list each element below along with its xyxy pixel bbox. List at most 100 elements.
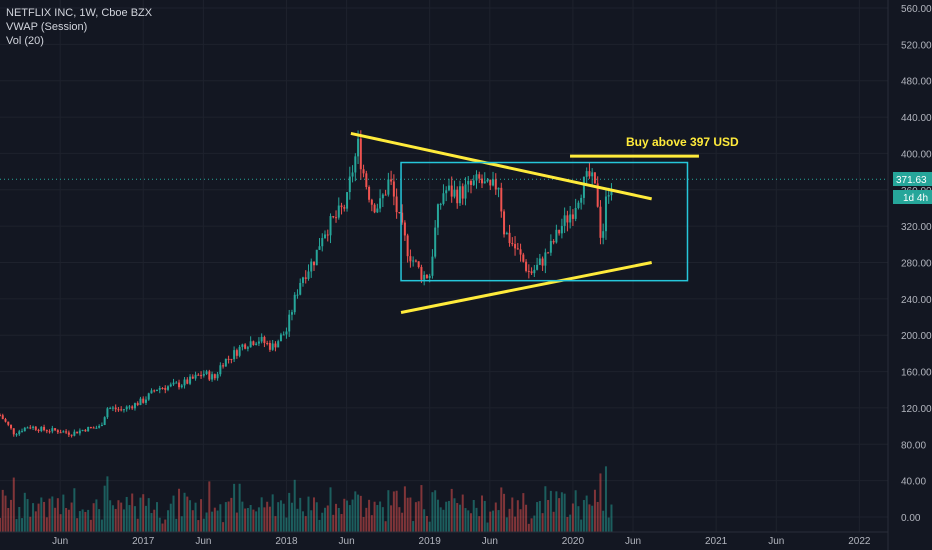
volume-bar bbox=[580, 519, 583, 532]
candle-body bbox=[604, 196, 607, 232]
volume-bar bbox=[458, 504, 461, 532]
candle-body bbox=[109, 408, 112, 410]
volume-bar bbox=[263, 507, 266, 532]
candle-body bbox=[100, 425, 103, 427]
candle-body bbox=[34, 426, 37, 430]
volume-bar bbox=[257, 507, 260, 532]
volume-bar bbox=[122, 509, 125, 532]
volume-bar bbox=[164, 519, 167, 532]
volume-bar bbox=[406, 497, 409, 532]
volume-bar bbox=[417, 501, 420, 532]
candle-body bbox=[588, 171, 591, 177]
candle-body bbox=[425, 274, 428, 279]
volume-bar bbox=[211, 511, 214, 532]
volume-bar bbox=[246, 507, 249, 532]
volume-bar bbox=[0, 517, 1, 532]
candle-body bbox=[0, 415, 1, 417]
volume-bar bbox=[392, 491, 395, 532]
candle-body bbox=[271, 343, 274, 350]
volume-bar bbox=[62, 494, 65, 532]
volume-bar bbox=[191, 510, 194, 532]
symbol-title[interactable]: NETFLIX INC, 1W, Cboe BZX bbox=[6, 7, 153, 19]
candle-body bbox=[357, 138, 360, 157]
candle-body bbox=[241, 344, 244, 347]
candle-body bbox=[37, 429, 40, 432]
volume-bar bbox=[423, 509, 426, 532]
candle-body bbox=[503, 211, 506, 235]
candle-body bbox=[312, 261, 315, 266]
volume-bar bbox=[434, 490, 437, 532]
volume-bar bbox=[519, 509, 522, 532]
candle-body bbox=[436, 204, 439, 228]
candle-body bbox=[95, 427, 98, 429]
volume-bar bbox=[436, 499, 439, 532]
x-tick-label: 2022 bbox=[848, 536, 871, 547]
candle-body bbox=[379, 198, 382, 209]
x-tick-label: 2019 bbox=[419, 536, 442, 547]
candle-body bbox=[186, 379, 189, 384]
candle-body bbox=[252, 341, 255, 345]
candle-body bbox=[139, 398, 142, 406]
candle-body bbox=[351, 172, 354, 177]
volume-bar bbox=[114, 508, 117, 532]
user-drawings[interactable] bbox=[0, 131, 888, 314]
candle-body bbox=[282, 334, 285, 336]
volume-bar bbox=[483, 500, 486, 532]
volume-bar bbox=[136, 518, 139, 532]
volume-bar bbox=[348, 505, 351, 532]
volume-bar bbox=[475, 507, 478, 532]
candle-body bbox=[144, 399, 147, 403]
volume-indicator-label[interactable]: Vol (20) bbox=[6, 35, 44, 47]
volume-bar bbox=[178, 488, 181, 532]
candle-body bbox=[398, 212, 401, 214]
candle-body bbox=[340, 205, 343, 208]
candle-body bbox=[81, 429, 84, 431]
lower-trendline bbox=[400, 261, 652, 314]
volume-bar bbox=[43, 501, 46, 532]
candle-body bbox=[494, 179, 497, 190]
candle-body bbox=[89, 427, 92, 429]
volume-bar bbox=[109, 500, 112, 532]
candle-body bbox=[533, 269, 536, 274]
volume-bar bbox=[585, 495, 588, 532]
vwap-indicator-label[interactable]: VWAP (Session) bbox=[6, 21, 88, 33]
volume-bar bbox=[48, 498, 51, 532]
candle-body bbox=[219, 365, 222, 375]
volume-bar bbox=[301, 511, 304, 532]
volume-bar bbox=[161, 523, 164, 532]
volume-bar bbox=[552, 511, 555, 532]
volume-bar bbox=[12, 477, 15, 532]
volume-bar bbox=[133, 506, 136, 532]
volume-bar bbox=[428, 521, 431, 532]
candle-body bbox=[381, 194, 384, 199]
candle-body bbox=[442, 193, 445, 204]
candle-body bbox=[183, 379, 186, 386]
volume-bar bbox=[335, 503, 338, 532]
candle-body bbox=[59, 432, 62, 434]
volume-bar bbox=[87, 509, 90, 532]
candle-body bbox=[423, 274, 426, 280]
buy-annotation[interactable]: Buy above 397 USD bbox=[626, 135, 739, 149]
range-box bbox=[400, 161, 689, 282]
candle-body bbox=[296, 294, 299, 296]
volume-bar bbox=[379, 501, 382, 532]
candle-body bbox=[599, 206, 602, 238]
candle-body bbox=[555, 229, 558, 243]
volume-bar bbox=[312, 497, 315, 532]
x-tick-label: Jun bbox=[625, 536, 641, 547]
volume-bar bbox=[431, 492, 434, 532]
volume-bar bbox=[117, 500, 120, 532]
candle-body bbox=[519, 249, 522, 255]
candle-body bbox=[202, 373, 205, 376]
candle-body bbox=[213, 374, 216, 379]
volume-bar bbox=[293, 479, 296, 532]
volume-bar bbox=[271, 494, 274, 532]
candle-body bbox=[70, 434, 73, 436]
candle-body bbox=[574, 207, 577, 219]
candle-body bbox=[285, 331, 288, 335]
candle-body bbox=[114, 407, 117, 410]
volume-bar bbox=[420, 485, 423, 532]
candle-body bbox=[268, 343, 271, 350]
